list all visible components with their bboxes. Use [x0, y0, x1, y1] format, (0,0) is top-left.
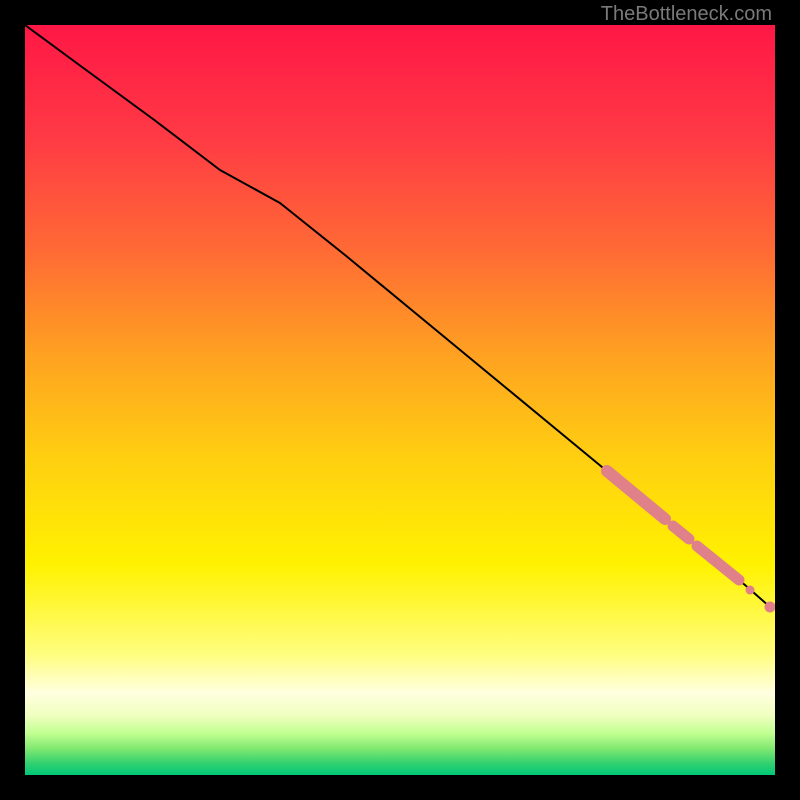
- data-markers: [607, 471, 775, 613]
- attribution-text: TheBottleneck.com: [601, 3, 772, 26]
- chart-overlay: [25, 25, 775, 775]
- chart-container: [25, 25, 775, 775]
